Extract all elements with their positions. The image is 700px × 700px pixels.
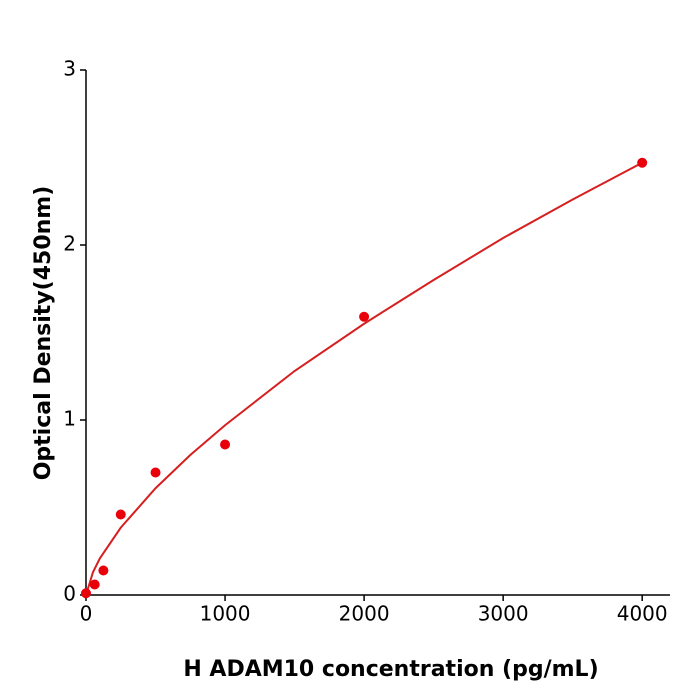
- data-point: [98, 565, 109, 576]
- y-tick-label: 0: [63, 582, 76, 606]
- x-tick-label: 1000: [200, 602, 251, 626]
- data-point: [115, 509, 126, 520]
- data-point: [220, 439, 231, 450]
- x-tick-label: 3000: [478, 602, 529, 626]
- data-point: [150, 467, 161, 478]
- x-tick-label: 4000: [617, 602, 668, 626]
- x-axis-label: H ADAM10 concentration (pg/mL): [183, 657, 598, 682]
- y-axis-label: Optical Density(450nm): [31, 186, 56, 481]
- y-tick-label: 1: [63, 407, 76, 431]
- y-tick-label: 3: [63, 57, 76, 81]
- y-tick-label: 2: [63, 232, 76, 256]
- data-point: [89, 579, 100, 590]
- fit-curve: [85, 161, 643, 596]
- data-point: [81, 588, 91, 599]
- x-tick-label: 2000: [339, 602, 390, 626]
- x-tick-label: 0: [80, 602, 93, 626]
- data-point: [359, 311, 370, 322]
- data-point: [637, 157, 648, 168]
